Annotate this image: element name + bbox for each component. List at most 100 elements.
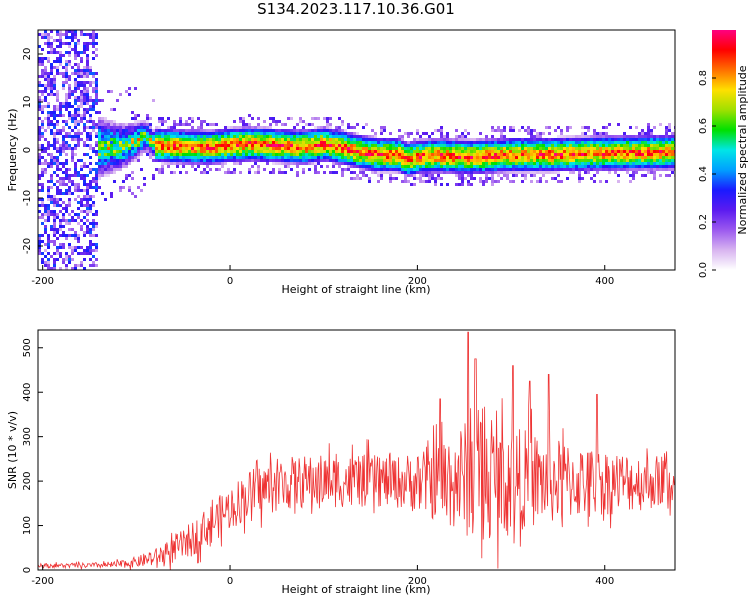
heatmap-cell [626, 168, 629, 171]
heatmap-cell [437, 165, 440, 168]
heatmap-cell [149, 147, 152, 150]
heatmap-cell [521, 150, 524, 153]
heatmap-cell [302, 135, 305, 138]
heatmap-cell [209, 123, 212, 126]
heatmap-cell [506, 177, 509, 180]
heatmap-cell [86, 81, 89, 84]
heatmap-cell [89, 135, 92, 138]
heatmap-cell [299, 162, 302, 165]
heatmap-cell [425, 171, 428, 174]
heatmap-cell [647, 123, 650, 126]
heatmap-cell [80, 204, 83, 207]
heatmap-cell [149, 123, 152, 126]
heatmap-cell [221, 159, 224, 162]
heatmap-cell [143, 120, 146, 123]
heatmap-cell [104, 129, 107, 132]
heatmap-cell [83, 258, 86, 261]
heatmap-cell [86, 111, 89, 114]
heatmap-cell [632, 153, 635, 156]
heatmap-cell [230, 150, 233, 153]
heatmap-cell [59, 33, 62, 36]
heatmap-cell [335, 156, 338, 159]
heatmap-cell [59, 210, 62, 213]
heatmap-cell [527, 153, 530, 156]
heatmap-cell [83, 48, 86, 51]
heatmap-cell [56, 45, 59, 48]
heatmap-cell [191, 150, 194, 153]
heatmap-cell [272, 138, 275, 141]
heatmap-cell [614, 135, 617, 138]
heatmap-cell [179, 141, 182, 144]
heatmap-cell [116, 138, 119, 141]
heatmap-cell [347, 165, 350, 168]
heatmap-cell [77, 246, 80, 249]
heatmap-cell [110, 129, 113, 132]
heatmap-cell [290, 168, 293, 171]
heatmap-cell [494, 144, 497, 147]
heatmap-cell [395, 168, 398, 171]
heatmap-cell [71, 93, 74, 96]
heatmap-cell [53, 222, 56, 225]
heatmap-cell [266, 129, 269, 132]
heatmap-cell [77, 207, 80, 210]
heatmap-cell [131, 123, 134, 126]
heatmap-cell [38, 96, 41, 99]
heatmap-cell [53, 126, 56, 129]
heatmap-cell [77, 201, 80, 204]
heatmap-cell [446, 150, 449, 153]
heatmap-cell [398, 129, 401, 132]
heatmap-cell [404, 180, 407, 183]
heatmap-cell [374, 147, 377, 150]
heatmap-cell [161, 144, 164, 147]
heatmap-cell [110, 135, 113, 138]
heatmap-cell [197, 156, 200, 159]
heatmap-cell [506, 150, 509, 153]
heatmap-cell [65, 99, 68, 102]
heatmap-cell [419, 177, 422, 180]
heatmap-cell [647, 162, 650, 165]
heatmap-cell [107, 171, 110, 174]
heatmap-cell [86, 228, 89, 231]
heatmap-cell [38, 126, 41, 129]
heatmap-cell [56, 105, 59, 108]
heatmap-cell [80, 252, 83, 255]
heatmap-cell [605, 132, 608, 135]
heatmap-cell [176, 147, 179, 150]
heatmap-cell [44, 261, 47, 264]
heatmap-cell [203, 159, 206, 162]
heatmap-cell [95, 249, 98, 252]
heatmap-cell [635, 159, 638, 162]
heatmap-cell [92, 87, 95, 90]
heatmap-cell [206, 138, 209, 141]
heatmap-cell [623, 135, 626, 138]
heatmap-cell [47, 246, 50, 249]
heatmap-cell [44, 90, 47, 93]
heatmap-cell [332, 144, 335, 147]
heatmap-cell [419, 165, 422, 168]
heatmap-cell [401, 150, 404, 153]
heatmap-cell [53, 66, 56, 69]
heatmap-cell [521, 168, 524, 171]
heatmap-cell [590, 156, 593, 159]
heatmap-cell [521, 141, 524, 144]
heatmap-cell [44, 243, 47, 246]
heatmap-cell [68, 144, 71, 147]
heatmap-cell [593, 150, 596, 153]
heatmap-cell [71, 39, 74, 42]
heatmap-cell [626, 159, 629, 162]
heatmap-cell [500, 150, 503, 153]
heatmap-cell [512, 129, 515, 132]
heatmap-cell [119, 150, 122, 153]
heatmap-cell [194, 132, 197, 135]
heatmap-cell [74, 114, 77, 117]
heatmap-cell [395, 171, 398, 174]
heatmap-cell [461, 159, 464, 162]
heatmap-cell [371, 159, 374, 162]
heatmap-cell [596, 159, 599, 162]
heatmap-cell [503, 159, 506, 162]
heatmap-cell [536, 168, 539, 171]
heatmap-cell [593, 144, 596, 147]
heatmap-cell [89, 234, 92, 237]
heatmap-cell [632, 156, 635, 159]
heatmap-cell [62, 105, 65, 108]
